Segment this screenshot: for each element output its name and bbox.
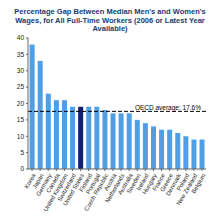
svg-text:Korea: Korea <box>23 172 37 190</box>
svg-text:United States: United States <box>61 172 86 207</box>
svg-text:0: 0 <box>20 165 24 172</box>
svg-text:30: 30 <box>17 67 25 74</box>
svg-text:15: 15 <box>17 116 25 123</box>
svg-text:Germany: Germany <box>35 172 53 197</box>
svg-text:25: 25 <box>17 83 25 90</box>
svg-text:Denmark: Denmark <box>164 172 183 197</box>
svg-text:Belgium: Belgium <box>190 173 206 195</box>
svg-text:Austria: Austria <box>103 172 118 192</box>
svg-text:Ireland: Ireland <box>135 172 150 192</box>
svg-text:10: 10 <box>17 133 25 140</box>
svg-text:Greece: Greece <box>159 172 175 193</box>
svg-text:Japan: Japan <box>31 172 45 190</box>
svg-text:Hungary: Hungary <box>141 172 158 196</box>
svg-text:New Zealand: New Zealand <box>175 172 199 207</box>
svg-text:Portugal: Portugal <box>85 172 102 195</box>
svg-text:40: 40 <box>17 34 25 41</box>
html-text:Percentage Gap Between Median: Percentage Gap Between Median Men's and … <box>14 7 206 33</box>
svg-text:OECD average: 17.6%: OECD average: 17.6% <box>135 104 201 112</box>
svg-text:Canada: Canada <box>45 172 61 194</box>
svg-text:Switzerland: Switzerland <box>56 172 78 203</box>
svg-text:United Kingdom: United Kingdom <box>42 172 69 213</box>
svg-text:Czech Republic: Czech Republic <box>83 173 109 212</box>
svg-text:France: France <box>151 172 167 192</box>
svg-text:Finland: Finland <box>78 172 94 193</box>
svg-text:35: 35 <box>17 51 25 58</box>
svg-text:Sweden: Sweden <box>125 172 142 195</box>
svg-text:Australia: Australia <box>116 172 134 196</box>
svg-text:5: 5 <box>20 149 24 156</box>
svg-text:Netherlands: Netherlands <box>104 172 126 204</box>
svg-text:Poland: Poland <box>175 172 191 192</box>
svg-text:20: 20 <box>17 100 25 107</box>
